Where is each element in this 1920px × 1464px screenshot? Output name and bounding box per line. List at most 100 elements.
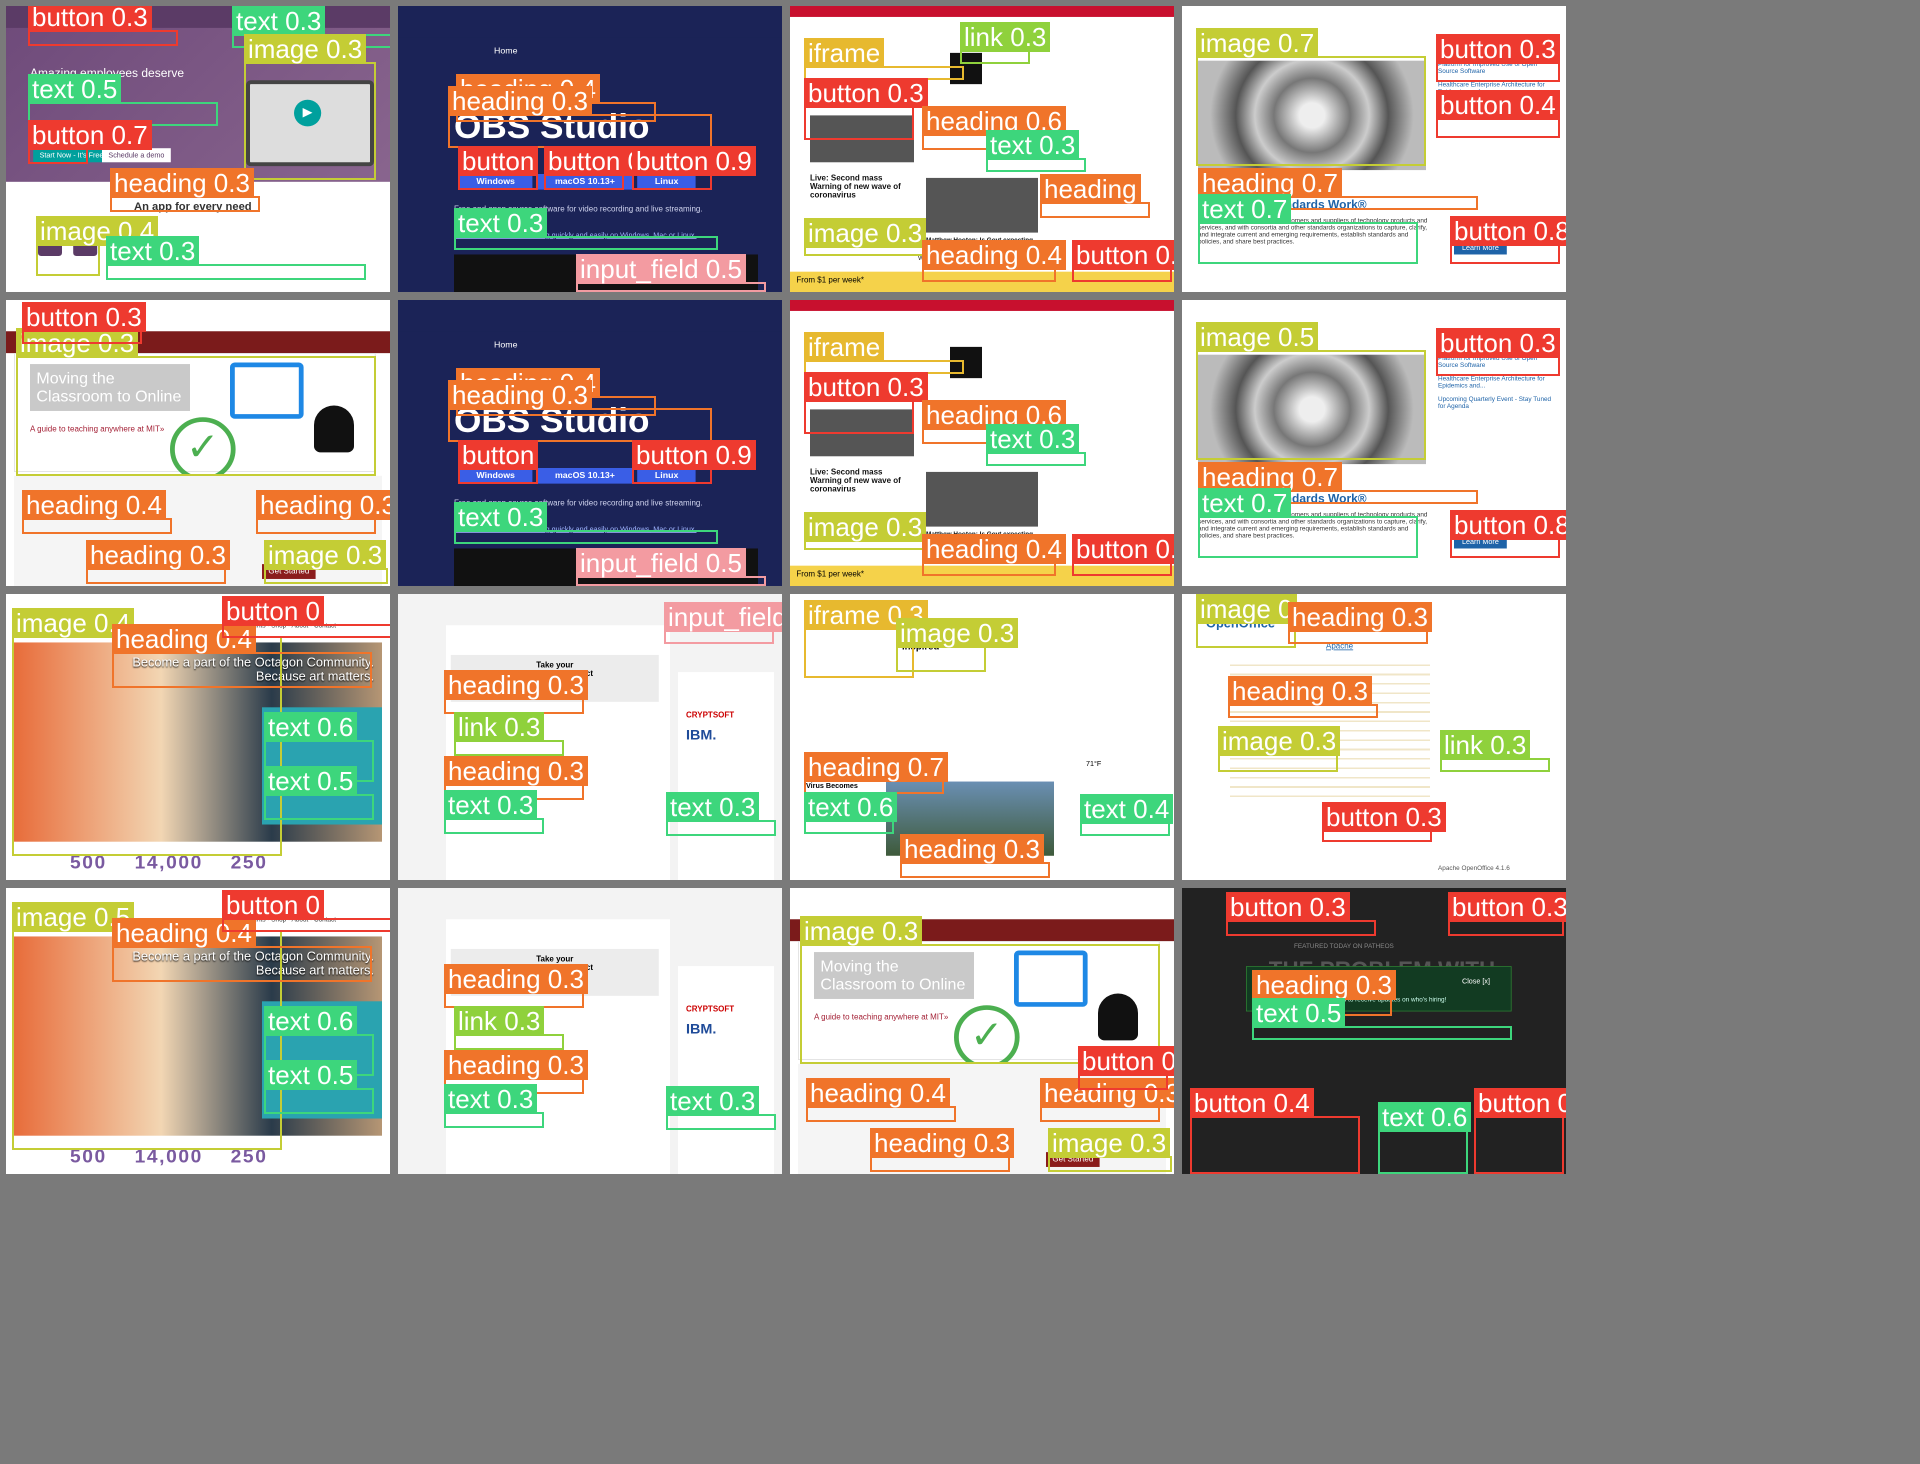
top-nav: Events · Shop · About · Contact [246, 622, 337, 630]
stats-row: 500 14,000 250 [70, 852, 267, 874]
nav-events[interactable]: Events [246, 622, 266, 630]
nav-shop[interactable]: Shop [271, 916, 287, 924]
site-logo[interactable] [950, 346, 982, 379]
download-link[interactable]: Download and start streaming quickly and… [454, 525, 697, 533]
hero-card[interactable]: Moving the Classroom to Online [814, 952, 974, 999]
tile-opengroup-2: Up: Making Standards Work® The Open Grou… [1182, 300, 1566, 586]
book-icon [1014, 950, 1088, 1007]
hero-tagline: Amazing employees deserve [30, 66, 185, 81]
headline-1[interactable]: Live: Second mass Warning of new wave of… [810, 468, 901, 494]
sponsor-logo[interactable]: CRYPTSOFT [686, 711, 735, 720]
nav-events[interactable]: Events [246, 916, 266, 924]
macos-download-button[interactable]: macOS 10.13+ [537, 174, 633, 190]
nav-home-link[interactable]: Home [494, 46, 518, 57]
popup-title: Find a Job! [1252, 972, 1296, 981]
headline-2[interactable]: Matthew Hooton: Is Govt expecting second… [926, 530, 1034, 545]
spiral-staircase-image [1198, 60, 1426, 171]
tagline-banner[interactable]: Take your open source project to a bette… [450, 654, 659, 702]
get-started-button[interactable]: Get Started [1046, 1152, 1100, 1167]
nav-about[interactable]: About [291, 622, 309, 630]
news-image-2[interactable] [926, 471, 1038, 527]
tile-oasis-2: Take your open source project to a bette… [398, 888, 782, 1174]
hero-banner: Become a part of the Octagon Community. … [70, 657, 374, 685]
nav-contact[interactable]: Contact [313, 622, 337, 630]
learn-more-button[interactable]: Learn More [1454, 240, 1507, 255]
apache-link[interactable]: Apache [1326, 642, 1354, 652]
apps-heading: An app for every need [134, 199, 252, 213]
site-logo[interactable] [950, 52, 982, 85]
nav-shop[interactable]: Shop [271, 622, 287, 630]
linux-download-button[interactable]: Linux [637, 174, 696, 190]
featured-label: FEATURED TODAY ON PATHEOS [1294, 942, 1394, 950]
nav-about[interactable]: About [291, 916, 309, 924]
sidebar-item[interactable]: Upcoming Quarterly Event - Stay Tuned fo… [1438, 101, 1552, 116]
main-nav [790, 919, 1174, 942]
sidebar-item[interactable]: Platform for Improved Use of Open Source… [1438, 354, 1538, 369]
windows-download-button[interactable]: Windows [458, 468, 533, 484]
banner-line-2: Because art matters. [255, 670, 374, 684]
book-icon [230, 362, 304, 419]
macos-download-button[interactable]: macOS 10.13+ [537, 468, 633, 484]
checkmark-icon: ✓ [170, 417, 236, 482]
article-headline[interactable]: Virus Becomes [806, 781, 858, 790]
linux-download-button[interactable]: Linux [637, 468, 696, 484]
tagline-line: to a better place [524, 678, 586, 687]
top-bar [790, 6, 1174, 17]
sidebar-item[interactable]: Healthcare Enterprise Architecture for E… [1438, 81, 1545, 96]
hero-subtitle[interactable]: A guide to teaching anywhere at MIT» [30, 425, 165, 434]
headline-2[interactable]: Matthew Hooton: Is Govt expecting second… [926, 236, 1034, 251]
openoffice-logo[interactable]: OpenOffice [1206, 617, 1275, 631]
hero-card[interactable]: Moving the Classroom to Online [30, 364, 190, 411]
top-nav [6, 6, 390, 28]
stat-value: 14,000 [134, 1145, 203, 1167]
news-image[interactable] [810, 115, 914, 163]
spiral-staircase-image [1198, 354, 1426, 465]
tile-octagon-2: Events · Shop · About · Contact Become a… [6, 888, 390, 1174]
banner-line-1: Become a part of the Octagon Community. [132, 656, 374, 670]
sponsor-logo[interactable]: IBM. [686, 1020, 717, 1037]
stat-value: 250 [230, 851, 268, 873]
sidebar-item[interactable]: Platform for Improved Use of Open Source… [1438, 60, 1538, 75]
feature-body: The Open Group works with customers and … [1198, 510, 1428, 540]
article-image[interactable] [886, 781, 1054, 856]
hero-heading: software [30, 84, 103, 104]
tagline-banner[interactable]: Take your open source project to a bette… [450, 948, 659, 996]
news-image[interactable] [810, 409, 914, 457]
tagline-line: Take your [536, 955, 574, 964]
sidebar-item[interactable]: Healthcare Enterprise Architecture for E… [1438, 375, 1545, 390]
subscribe-bar[interactable]: From $1 per week* [790, 565, 1174, 586]
sponsor-logo[interactable]: CRYPTSOFT [686, 1005, 735, 1014]
start-now-button[interactable]: Start Now - It's Free [33, 148, 110, 163]
sidebar-item[interactable]: Upcoming Quarterly Event - Stay Tuned fo… [1438, 395, 1552, 410]
tagline-line: Take your [536, 661, 574, 670]
site-logo[interactable]: Inspired [902, 640, 940, 652]
get-started-button[interactable]: Get Started [262, 564, 316, 579]
tile-obs-1: Home OBS Studio Windows macOS 10.13+ Lin… [398, 6, 782, 292]
tile-odoo-1: Amazing employees deserve software Start… [6, 6, 390, 292]
subscribe-bar[interactable]: From $1 per week* [790, 271, 1174, 292]
news-image-2[interactable] [926, 177, 1038, 233]
popup-close-button[interactable]: Close [x] [1462, 977, 1491, 985]
schedule-demo-button[interactable]: Schedule a demo [102, 148, 171, 163]
nav-home-link[interactable]: Home [494, 340, 518, 351]
watch-link[interactable]: Watch Kiwibrm [918, 254, 961, 262]
news-list [1230, 656, 1430, 805]
pos-icon[interactable] [73, 232, 98, 257]
tile-oasis-1: Take your open source project to a bette… [398, 594, 782, 880]
page-title: OBS Studio [454, 107, 650, 146]
sidebar-news: Platform for Improved Use of Open Source… [1438, 355, 1558, 410]
windows-download-button[interactable]: Windows [458, 174, 533, 190]
tile-nz-1: Live: Second mass Warning of new wave of… [790, 6, 1174, 292]
download-buttons: Windows macOS 10.13+ Linux [458, 174, 696, 190]
sponsor-logo[interactable]: IBM. [686, 726, 717, 743]
headline-1[interactable]: Live: Second mass Warning of new wave of… [810, 174, 901, 200]
tile-nz-2: Live: Second mass Warning of new wave of… [790, 300, 1174, 586]
crm-icon[interactable] [38, 232, 62, 257]
learn-more-button[interactable]: Learn More [1454, 534, 1507, 549]
app-screenshot [454, 254, 758, 292]
hero-subtitle[interactable]: A guide to teaching anywhere at MIT» [814, 1013, 949, 1022]
download-link[interactable]: Download and start streaming quickly and… [454, 231, 697, 239]
tile-obs-2: Home OBS Studio Windows macOS 10.13+ Lin… [398, 300, 782, 586]
nav-contact[interactable]: Contact [313, 916, 337, 924]
play-icon[interactable]: ▶ [294, 99, 322, 127]
